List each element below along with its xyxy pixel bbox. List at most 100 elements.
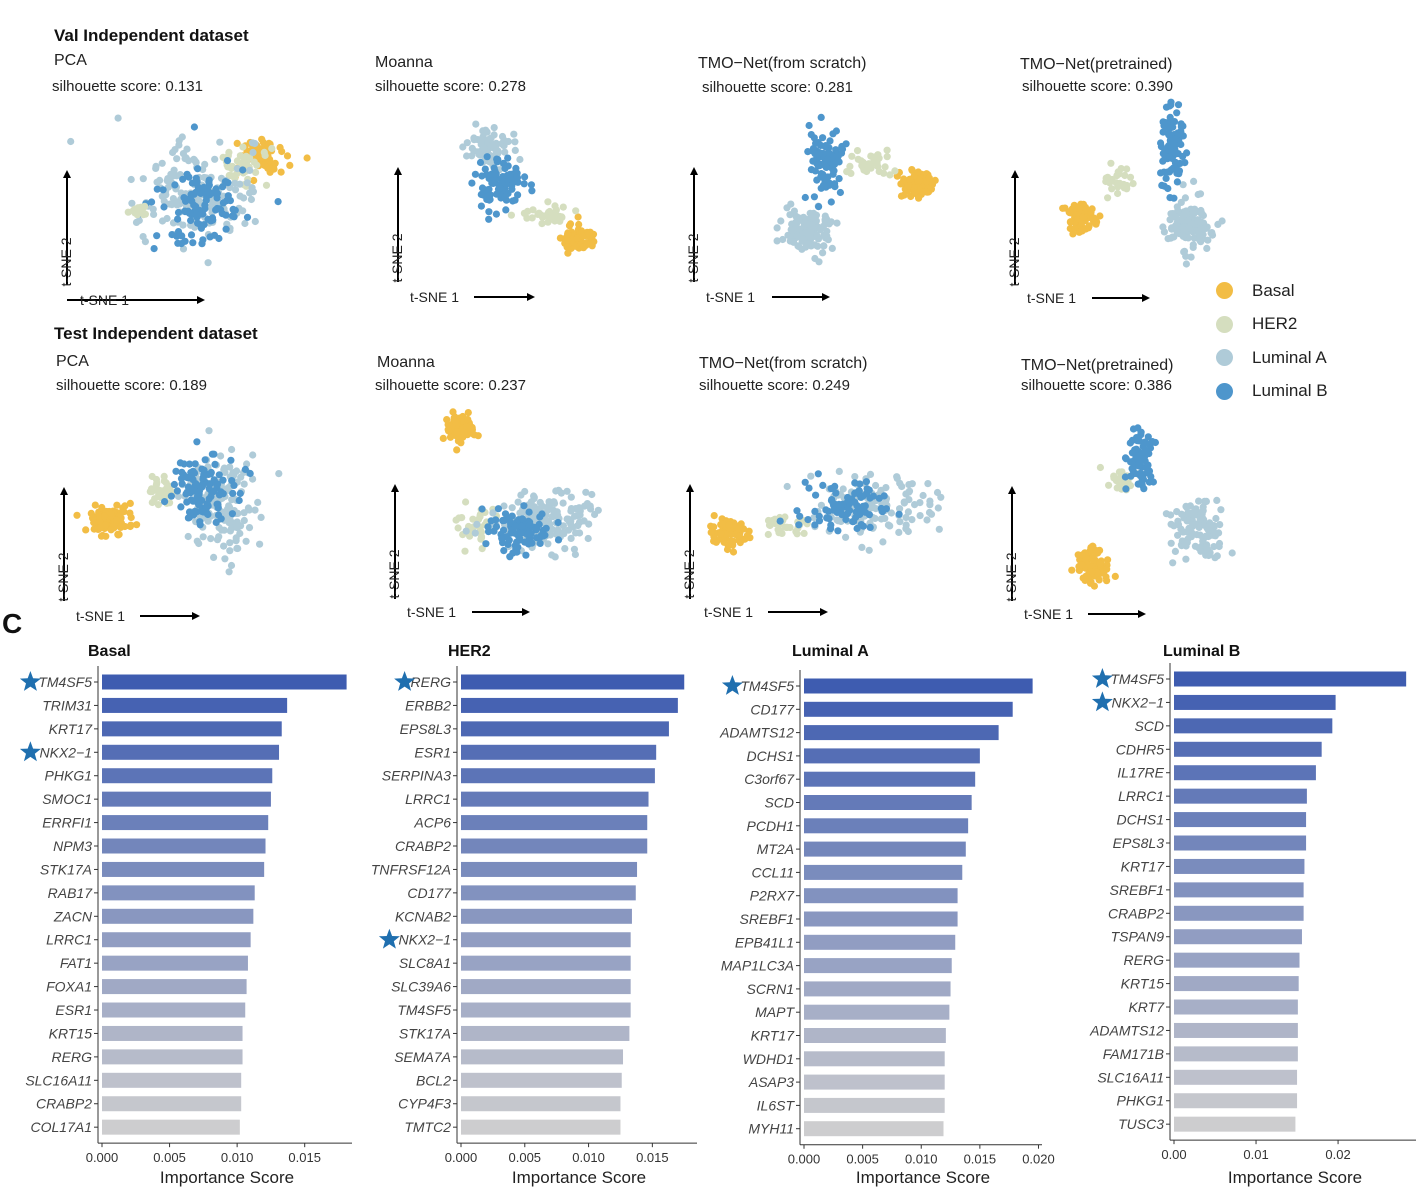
tsne-point (181, 155, 189, 163)
tsne-point (879, 538, 887, 546)
tsne-point (491, 167, 499, 175)
tsne-point (1079, 574, 1087, 582)
x-tick-label: 0.000 (445, 1150, 478, 1165)
test-pca-silhouette: silhouette score: 0.189 (56, 377, 207, 394)
legend-dot-luminal-b (1216, 382, 1233, 400)
tsne-point (241, 465, 249, 473)
tsne-point (219, 183, 227, 191)
gene-label: KRT17 (751, 1028, 796, 1044)
tsne-point (787, 226, 795, 234)
tsne-point (148, 498, 156, 507)
bar-TUSC3 (1174, 1116, 1296, 1132)
tsne-point (817, 141, 825, 149)
tsne-point (193, 438, 201, 446)
tsne-point (786, 211, 794, 219)
tsne-point (1160, 122, 1168, 130)
tsne-point (163, 214, 171, 223)
tsne-point (174, 208, 183, 217)
tsne-point (251, 217, 259, 226)
tsne-point (1134, 424, 1142, 432)
bar-SCD (1174, 718, 1333, 734)
y-axis-label: t-SNE 2 (1006, 237, 1022, 286)
x-axis-title: Importance Score (856, 1168, 990, 1187)
tsne-point (473, 520, 481, 529)
tsne-point (538, 213, 547, 221)
tsne-point (891, 167, 899, 175)
x-tick-label: 0.005 (846, 1152, 879, 1167)
tsne-point (227, 561, 236, 570)
tsne-point (236, 152, 244, 160)
bar-TNFRSF12A (461, 861, 638, 877)
tsne-point (254, 498, 262, 506)
tsne-point (464, 415, 472, 424)
tsne-point (101, 521, 109, 530)
tsne-point (572, 242, 580, 250)
tsne-point (303, 154, 311, 162)
gene-label: ACP6 (413, 815, 451, 831)
tsne-point (468, 152, 476, 160)
gene-label: KRT17 (49, 721, 94, 737)
tsne-point (1079, 213, 1087, 221)
y-axis-label: t-SNE 2 (1003, 552, 1019, 601)
tsne-point (538, 510, 546, 518)
tsne-point (857, 493, 865, 501)
tsne-point (800, 529, 808, 538)
tsne-point (201, 201, 209, 209)
tsne-point (1088, 568, 1096, 576)
tsne-point (276, 143, 284, 152)
y-axis-label: t-SNE 2 (58, 237, 74, 286)
tsne-point (855, 487, 863, 495)
tsne-point (199, 236, 207, 244)
bar-NKX2−1 (1174, 694, 1336, 710)
tsne-point (835, 467, 843, 475)
tsne-point (815, 258, 823, 266)
tsne-point (1204, 236, 1212, 244)
tsne-point (910, 188, 919, 196)
tsne-point (787, 200, 795, 208)
bar-KRT15 (102, 1025, 243, 1041)
tsne-point (1167, 137, 1175, 145)
gene-label: NKX2−1 (398, 932, 451, 948)
bar-TM4SF5 (1174, 671, 1407, 687)
tsne-point (153, 479, 161, 487)
tsne-point (848, 152, 856, 160)
tsne-point (1216, 521, 1224, 529)
tsne-point (1190, 507, 1199, 515)
bar-SLC16A11 (1174, 1069, 1298, 1085)
tsne-point (461, 547, 469, 555)
tsne-point (834, 527, 842, 535)
legend-label-luminal-a: Luminal A (1252, 347, 1327, 367)
star-icon (1091, 691, 1113, 712)
tsne-point (1215, 539, 1224, 548)
tsne-point (499, 517, 507, 525)
gene-label: RAB17 (48, 885, 94, 901)
tsne-point (1088, 214, 1096, 222)
tsne-point (446, 433, 455, 441)
tsne-point (128, 199, 136, 207)
tsne-point (194, 219, 202, 227)
tsne-point (544, 198, 552, 206)
x-axis-label: t-SNE 1 (410, 289, 459, 305)
val-tmo-scratch-silhouette: silhouette score: 0.281 (702, 79, 853, 96)
tsne-point (175, 141, 183, 149)
tsne-point (232, 534, 240, 542)
tsne-point (492, 210, 500, 218)
tsne-point (821, 216, 829, 224)
bar-ASAP3 (804, 1074, 945, 1090)
tsne-point (795, 216, 803, 224)
tsne-point (842, 515, 850, 524)
tsne-point (1114, 189, 1122, 198)
tsne-point (126, 522, 134, 531)
tsne-point (1126, 173, 1135, 181)
tsne-point (825, 181, 834, 189)
gene-label: CRABP2 (395, 838, 451, 854)
tsne-point (1121, 473, 1129, 481)
tsne-point (82, 526, 90, 534)
gene-label: WDHD1 (743, 1051, 794, 1067)
y-axis-arrowhead (690, 167, 698, 175)
tsne-point (190, 469, 199, 477)
tsne-point (219, 490, 227, 498)
tsne-point (126, 509, 134, 517)
tsne-point (107, 509, 115, 518)
test-moanna-method: Moanna (377, 354, 435, 371)
